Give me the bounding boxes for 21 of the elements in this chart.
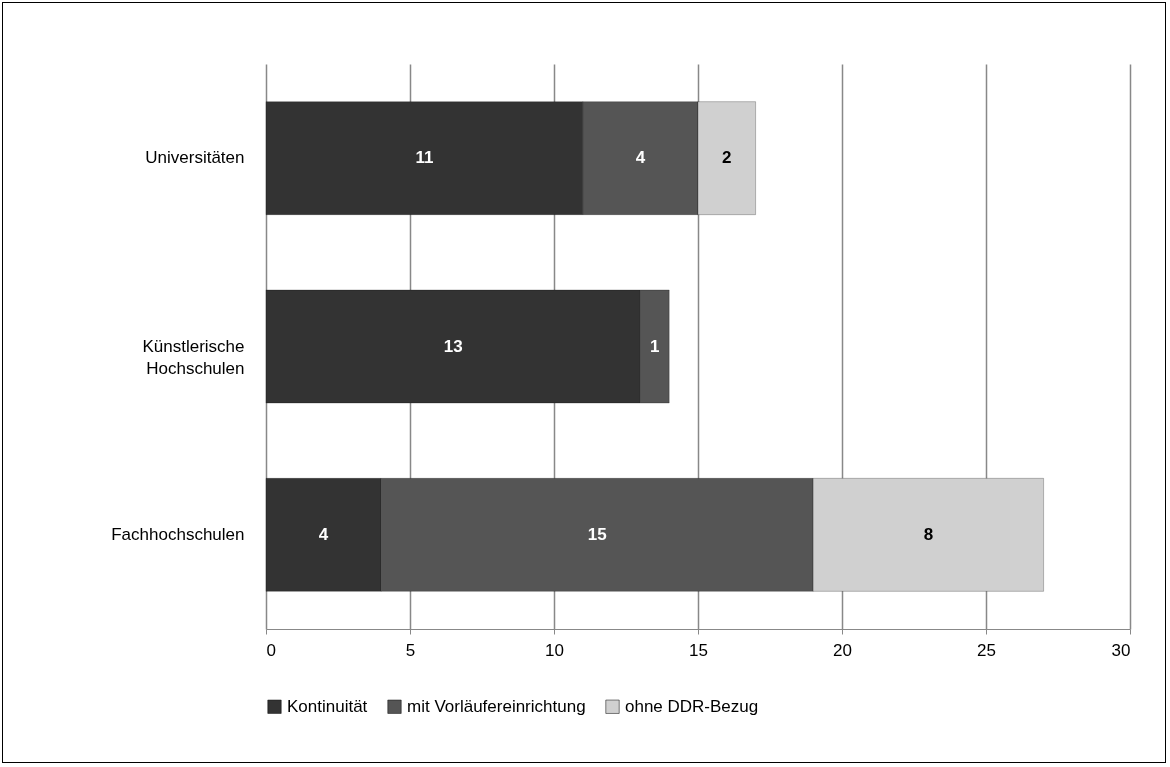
data-label: 4 [318, 524, 329, 544]
data-label: 2 [722, 148, 732, 168]
x-tick-label: 0 [266, 640, 276, 660]
data-label: 4 [635, 148, 646, 168]
x-tick-label: 30 [1111, 640, 1131, 660]
legend-label: mit Vorläufereinrichtung [407, 696, 586, 716]
x-tick-label: 25 [977, 640, 996, 660]
legend-label: Kontinuität [287, 696, 368, 716]
data-label: 15 [587, 524, 607, 544]
x-tick-label: 5 [405, 640, 416, 660]
legend-label: ohne DDR-Bezug [625, 696, 759, 716]
x-tick-label: 20 [833, 640, 852, 660]
data-label: 8 [923, 524, 934, 544]
data-label: 13 [443, 336, 463, 356]
y-tick-label: Universitäten [145, 148, 245, 168]
x-tick-label: 10 [545, 640, 564, 660]
y-tick-label: Fachhochschulen [111, 524, 245, 544]
data-label: 1 [650, 336, 660, 356]
data-label: 11 [415, 148, 434, 168]
y-tick-label: Künstlerische Hochschulen [142, 336, 245, 378]
x-tick-label: 15 [689, 640, 708, 660]
